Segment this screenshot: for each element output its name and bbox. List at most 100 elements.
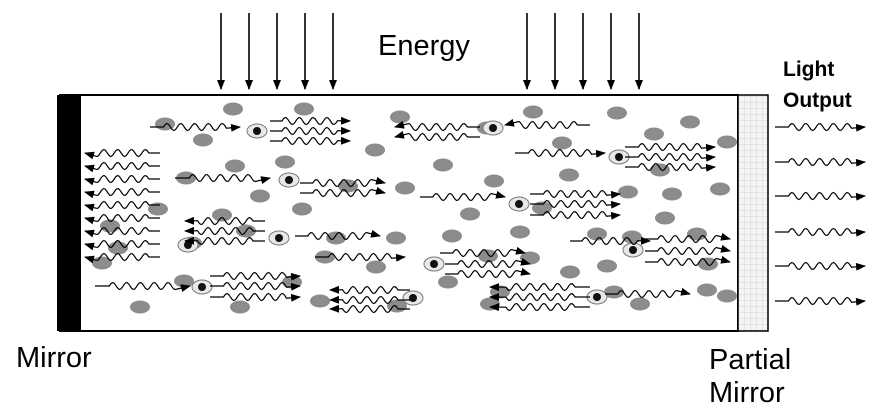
- photon: [184, 216, 265, 226]
- photon: [295, 229, 381, 241]
- photon: [645, 244, 731, 256]
- energy-label: Energy: [378, 30, 470, 62]
- excited-atom: [253, 127, 261, 135]
- atom-dot: [484, 174, 504, 188]
- atom-dot: [275, 155, 295, 169]
- partial-mirror-label-line2: Mirror: [709, 377, 785, 409]
- atom-dot: [510, 225, 530, 239]
- excited-atom: [515, 200, 523, 208]
- photon: [84, 200, 160, 212]
- atom-dot: [717, 289, 737, 303]
- atom-dot: [687, 227, 707, 241]
- partial-mirror-label-line1: Partial: [709, 344, 792, 376]
- atom-dot: [223, 102, 243, 116]
- atom-dot: [552, 136, 572, 150]
- photons: [84, 116, 731, 314]
- photon: [315, 252, 406, 262]
- atom-dot: [460, 207, 480, 221]
- atom-dot: [604, 285, 624, 299]
- photon: [329, 295, 410, 305]
- photon: [84, 148, 160, 160]
- excited-atom: [489, 124, 497, 132]
- atom-dot: [630, 297, 650, 311]
- output-photon: [775, 157, 866, 167]
- photon: [270, 136, 351, 146]
- output-photon: [775, 191, 866, 201]
- atom-dot: [480, 297, 500, 311]
- atom-dot: [680, 115, 700, 129]
- photon: [84, 239, 160, 251]
- atom-dot: [560, 265, 580, 279]
- photon: [84, 252, 160, 264]
- photon: [530, 189, 621, 199]
- photon: [420, 190, 506, 202]
- mirror-label: Mirror: [16, 342, 92, 374]
- atom-dot: [644, 127, 664, 141]
- photon: [445, 257, 531, 269]
- atom-dot: [130, 300, 150, 314]
- photon: [175, 173, 271, 184]
- atom-dot: [587, 227, 607, 241]
- atom-dot: [148, 202, 168, 216]
- photon: [645, 255, 731, 267]
- photon: [95, 281, 191, 292]
- photon: [570, 236, 651, 246]
- photon: [300, 186, 386, 198]
- photon: [84, 226, 160, 238]
- photon: [530, 210, 621, 220]
- excited-atom: [198, 283, 206, 291]
- light-output-photons: [775, 122, 866, 306]
- atom-dot: [655, 211, 675, 225]
- light-output-label: Light Output: [783, 54, 852, 116]
- back-mirror: [57, 95, 81, 331]
- atom-dot: [622, 230, 642, 244]
- photon: [605, 287, 691, 299]
- photon: [625, 142, 716, 152]
- atom-dot: [366, 260, 386, 274]
- atom-dot: [386, 231, 406, 245]
- atom-dot: [174, 274, 194, 288]
- atom-dot: [294, 102, 314, 116]
- atom-dot: [310, 294, 330, 308]
- photon: [394, 130, 480, 142]
- atom-dot: [710, 182, 730, 196]
- atom-dot: [230, 300, 250, 314]
- photon: [440, 246, 526, 258]
- atom-dot: [438, 275, 458, 289]
- photon: [184, 236, 265, 246]
- photon: [515, 148, 606, 158]
- photon: [270, 126, 351, 136]
- photon: [84, 161, 160, 173]
- photon: [210, 292, 301, 302]
- excited-atom: [275, 234, 283, 242]
- atom-dot: [607, 106, 627, 120]
- atom-dot: [597, 259, 617, 273]
- photon: [645, 232, 731, 244]
- excited-atom: [629, 246, 637, 254]
- light-output-label-line1: Light: [783, 58, 835, 81]
- atom-dot: [225, 159, 245, 173]
- photon: [270, 116, 351, 126]
- photon: [329, 285, 410, 295]
- atom-dot: [250, 189, 270, 203]
- atom-dot: [717, 135, 737, 149]
- photon: [625, 162, 716, 172]
- atom-dot: [390, 110, 410, 124]
- output-photon: [775, 261, 866, 271]
- atom-dot: [523, 105, 543, 119]
- photon: [329, 304, 410, 314]
- photon: [184, 226, 265, 236]
- photon: [394, 120, 480, 132]
- photon: [150, 122, 241, 132]
- photon: [489, 302, 590, 312]
- excited-atom: [184, 241, 192, 249]
- atom-dot: [433, 158, 453, 172]
- photon: [489, 292, 590, 302]
- atom-dot: [650, 163, 670, 177]
- photon: [210, 281, 301, 291]
- atom-dot: [193, 133, 213, 147]
- photon: [84, 187, 160, 199]
- photon: [210, 271, 301, 281]
